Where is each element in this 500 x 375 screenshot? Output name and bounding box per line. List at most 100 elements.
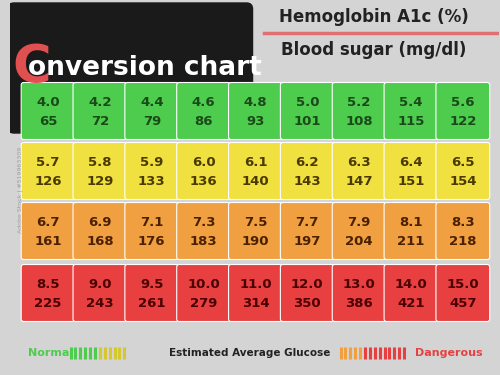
Text: 151: 151 [398,175,424,188]
FancyBboxPatch shape [73,202,127,259]
Text: 9.0: 9.0 [88,278,112,291]
Text: 11.0: 11.0 [239,278,272,291]
FancyBboxPatch shape [21,142,75,200]
Text: 6.4: 6.4 [399,156,423,169]
Text: 122: 122 [449,115,476,128]
Text: 6.7: 6.7 [36,216,60,229]
Text: 168: 168 [86,235,114,248]
Text: onversion chart: onversion chart [28,55,262,81]
Text: 15.0: 15.0 [446,278,479,291]
FancyBboxPatch shape [228,264,282,321]
Text: 6.2: 6.2 [296,156,319,169]
Text: 218: 218 [449,235,476,248]
FancyBboxPatch shape [280,142,334,200]
Text: 314: 314 [242,297,270,310]
Text: 4.0: 4.0 [36,96,60,109]
FancyBboxPatch shape [280,264,334,321]
Text: 197: 197 [294,235,321,248]
Text: Adobe Stock | #519963309: Adobe Stock | #519963309 [18,147,24,233]
Text: 225: 225 [34,297,62,310]
Text: 101: 101 [294,115,321,128]
Text: 12.0: 12.0 [291,278,324,291]
Text: 14.0: 14.0 [394,278,428,291]
Text: 190: 190 [242,235,269,248]
Text: 7.1: 7.1 [140,216,164,229]
FancyBboxPatch shape [280,82,334,140]
FancyBboxPatch shape [125,264,178,321]
Text: 5.9: 5.9 [140,156,164,169]
Text: 6.0: 6.0 [192,156,216,169]
FancyBboxPatch shape [8,3,252,133]
Text: Dangerous: Dangerous [415,348,482,358]
Text: 6.1: 6.1 [244,156,267,169]
Text: 4.2: 4.2 [88,96,112,109]
Text: 176: 176 [138,235,166,248]
Text: 421: 421 [397,297,424,310]
Text: 13.0: 13.0 [343,278,376,291]
FancyBboxPatch shape [280,202,334,259]
Text: 8.3: 8.3 [451,216,474,229]
Text: 457: 457 [449,297,476,310]
FancyBboxPatch shape [125,142,178,200]
FancyBboxPatch shape [436,202,490,259]
Text: 350: 350 [294,297,321,310]
Text: 154: 154 [449,175,476,188]
Text: 129: 129 [86,175,114,188]
FancyBboxPatch shape [332,202,386,259]
Text: 5.7: 5.7 [36,156,60,169]
Text: 10.0: 10.0 [187,278,220,291]
FancyBboxPatch shape [228,142,282,200]
Text: 7.5: 7.5 [244,216,267,229]
Text: 7.3: 7.3 [192,216,216,229]
Text: 72: 72 [91,115,109,128]
Text: 4.4: 4.4 [140,96,164,109]
Text: 183: 183 [190,235,218,248]
Text: 261: 261 [138,297,166,310]
FancyBboxPatch shape [73,142,127,200]
FancyBboxPatch shape [228,82,282,140]
Text: 5.4: 5.4 [399,96,422,109]
FancyBboxPatch shape [73,82,127,140]
FancyBboxPatch shape [436,142,490,200]
Text: Estimated Average Glucose: Estimated Average Glucose [169,348,330,358]
FancyBboxPatch shape [384,142,438,200]
FancyBboxPatch shape [332,82,386,140]
Text: 147: 147 [346,175,373,188]
Text: 6.3: 6.3 [348,156,371,169]
FancyBboxPatch shape [384,264,438,321]
Text: 8.1: 8.1 [399,216,422,229]
Text: 4.6: 4.6 [192,96,216,109]
FancyBboxPatch shape [21,264,75,321]
FancyBboxPatch shape [73,264,127,321]
FancyBboxPatch shape [176,202,231,259]
Text: 386: 386 [346,297,373,310]
FancyBboxPatch shape [176,264,231,321]
FancyBboxPatch shape [332,142,386,200]
Text: 108: 108 [346,115,373,128]
FancyBboxPatch shape [21,202,75,259]
Text: Blood sugar (mg/dl): Blood sugar (mg/dl) [281,41,466,59]
Text: 5.2: 5.2 [348,96,371,109]
Text: 115: 115 [398,115,424,128]
Text: 211: 211 [398,235,424,248]
FancyBboxPatch shape [125,82,178,140]
Text: 4.8: 4.8 [244,96,268,109]
Text: 79: 79 [142,115,161,128]
FancyBboxPatch shape [176,142,231,200]
FancyBboxPatch shape [332,264,386,321]
Text: 9.5: 9.5 [140,278,164,291]
Text: 5.8: 5.8 [88,156,112,169]
Text: 5.0: 5.0 [296,96,319,109]
FancyBboxPatch shape [384,202,438,259]
Text: Hemoglobin A1c (%): Hemoglobin A1c (%) [279,8,468,26]
Text: 86: 86 [194,115,213,128]
FancyBboxPatch shape [125,202,178,259]
Text: 7.7: 7.7 [296,216,319,229]
Text: 243: 243 [86,297,114,310]
Text: C: C [12,42,51,94]
Text: 133: 133 [138,175,166,188]
Text: 65: 65 [39,115,58,128]
Text: 143: 143 [294,175,321,188]
FancyBboxPatch shape [436,82,490,140]
Text: 161: 161 [34,235,62,248]
